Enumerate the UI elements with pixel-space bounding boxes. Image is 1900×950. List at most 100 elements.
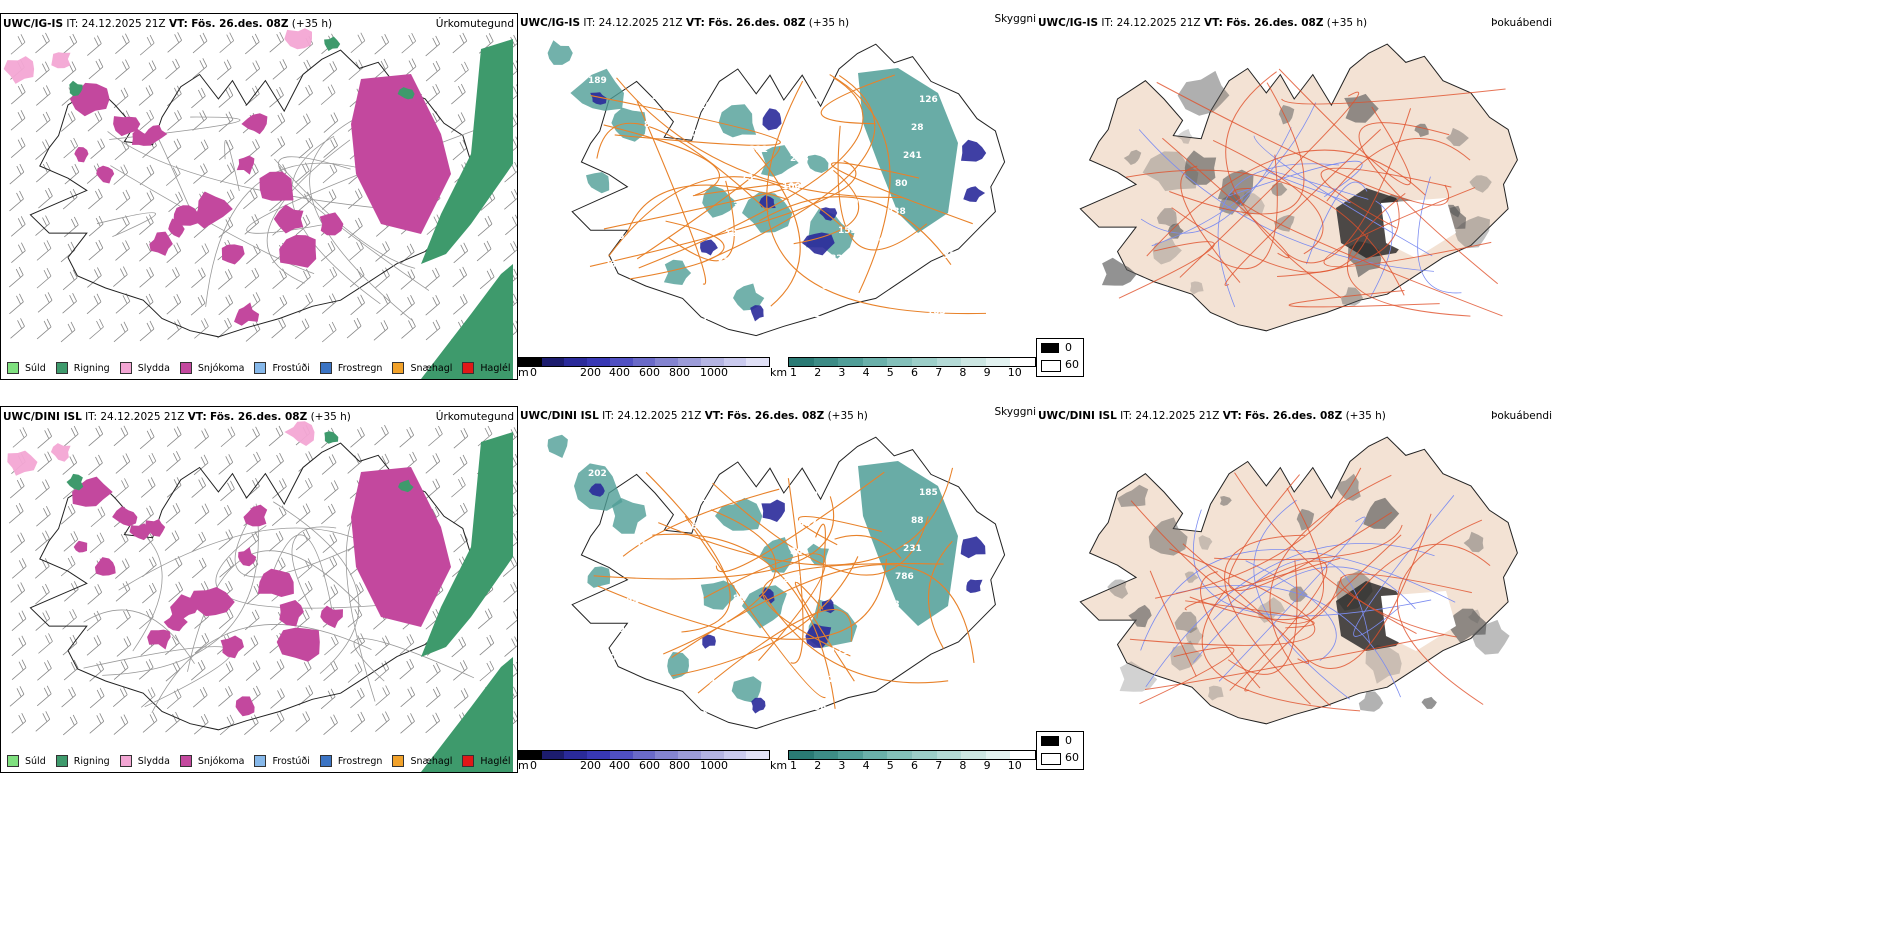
wind-barb [401,32,417,54]
colorbar-cell [838,751,863,759]
wind-barb [88,215,104,237]
rain-band [421,432,513,657]
wind-barb [272,295,288,316]
wind-barb [112,686,128,708]
wind-barb [320,241,336,262]
wind-barb [88,425,104,447]
wind-barb [142,712,158,733]
wind-barb [89,532,105,554]
road-line [671,556,859,677]
cloud-base-label: 148 [879,628,898,638]
wind-barb [453,242,469,264]
wind-barb [8,266,24,288]
low-visibility-area [663,259,692,285]
wind-barb [298,292,314,314]
fog-blob [1198,535,1213,550]
wind-barb [399,427,415,448]
wind-barb [63,659,79,681]
colorbar-cell [564,751,588,759]
colorbar-cell [838,358,863,366]
low-cloud-base-area [750,305,764,322]
wind-barb [503,241,517,262]
cloud-base-label: 786 [895,572,914,582]
wind-barb [323,714,338,736]
wind-barb [425,295,441,316]
wind-barb [375,711,390,732]
wind-barb [218,111,234,132]
fog-blob [1107,579,1129,599]
wind-barb [10,216,26,237]
wind-barb [220,162,235,184]
legend-label: Frostúði [272,362,310,374]
wind-barb [220,426,236,448]
coastline [1079,436,1518,725]
wind-barb [269,711,285,732]
wind-barb [63,531,79,552]
panel-header: UWC/IG-IS IT: 24.12.2025 21Z VT: Fös. 26… [1038,17,1368,29]
cloud-base-label: 74 [628,569,641,579]
fog-blob [1152,236,1182,265]
cloud-base-label: 155 [838,226,857,236]
wind-barb [63,137,79,159]
legend-label: Snjókoma [197,362,245,374]
road-line [815,523,826,619]
legend-label: Frostúði [272,755,310,767]
wind-barb [453,531,468,553]
wind-barb [62,292,77,314]
cloud-base-label: 80 [895,179,908,189]
wind-barb [9,163,25,185]
colorbar-tick: 200 [580,366,601,379]
cloud-base-colorbar: m 0 200 400 600 800 1000 [518,750,778,774]
wind-barb [35,139,50,160]
wind-barb [36,240,52,261]
road-line [187,550,361,672]
colorbar-tick: 1000 [700,366,728,379]
roads [1118,68,1506,317]
cloud-base-label: 87 [596,288,609,298]
fog-blob [1344,93,1379,123]
wind-barb [374,660,390,682]
wind-barb [37,451,52,472]
wind-barb [60,555,76,577]
wind-barb [246,451,261,473]
river-line [1253,499,1351,700]
fog-blob [1217,169,1254,207]
low-cloud-base-area [761,499,785,522]
wind-barb [166,294,182,315]
wind-barb [38,633,53,654]
colorbar-tick: 6 [911,759,918,772]
wind-barb [373,320,389,341]
road-line [636,146,781,260]
wind-barb [320,688,336,710]
river-line [1370,200,1393,297]
fog-blob [1208,685,1224,701]
wind-barb [11,558,27,579]
wind-barb [191,477,207,498]
colorbar-cell [564,358,588,366]
wind-barb [374,424,389,446]
wind-barb [452,454,468,476]
cloud-base-label: 953 [935,279,954,289]
cloud-base-label: 100 [782,182,801,192]
wind-barb [64,581,79,602]
road-line [1307,513,1432,669]
colorbar-cell [723,358,747,366]
fog-blob [1468,609,1481,624]
wind-barb [165,711,180,733]
road-line [928,540,953,649]
fog-blob [1271,182,1288,197]
low-cloud-base-area [805,623,832,648]
wind-barb [453,427,469,449]
colorbar-cell [789,358,814,366]
road-line [102,503,259,676]
road-line [107,131,407,212]
cloud-base-label: 69 [846,198,859,208]
wind-barb [245,321,261,342]
wind-barb [321,321,337,343]
wind-barb [218,139,234,161]
wind-barb [216,59,232,80]
cloud-base-label: 56 [652,92,665,102]
visibility-map: 189 605 100 40 87 126 218 238 235 316 108 80 95 120 62… [547,40,1006,337]
colorbar-tick: 600 [639,759,660,772]
fog-blob [1190,281,1204,295]
